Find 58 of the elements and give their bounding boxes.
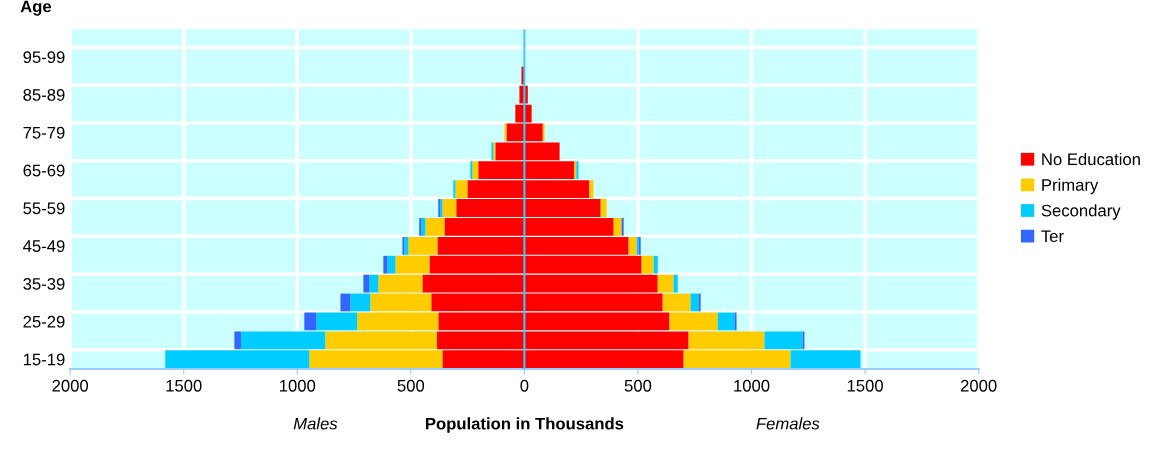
x-tick-label: 2000 [960,379,997,392]
bar [370,293,432,312]
y-tick-label: 95-99 [23,51,65,64]
x-tick-label: 1000 [280,379,316,392]
y-tick-label: 75-79 [23,126,65,139]
bar [369,274,379,293]
bar [431,293,525,312]
bar [363,274,370,293]
x-tick-label: 2000 [52,379,89,392]
bar [621,218,624,236]
bar [304,312,317,331]
text: Males [293,417,338,430]
y-tick-label: 85-89 [23,89,65,101]
x-axis-title: Population in Thousands [425,417,624,433]
bar [340,293,351,312]
bar [504,123,507,142]
x-tick-label: 0 [520,379,529,392]
y-tick-label: 45-49 [23,240,65,252]
bar [613,218,622,236]
bar [453,180,456,198]
x-tick-label: 500 [624,379,652,392]
y-tick-label: 35-39 [23,277,65,290]
bar [641,255,654,274]
y-axis-title: Age [20,0,52,16]
bar [690,293,699,312]
legend-label: No Education [1042,152,1140,166]
bar [662,293,691,312]
bar [387,255,396,274]
bar [419,218,422,236]
legend-label: Secondary [1041,204,1121,220]
bar [470,161,473,180]
bar [234,331,241,350]
text: Females [756,417,820,430]
x-tick-label: 500 [397,379,425,392]
x-tick-label: 1500 [166,379,202,392]
bar [472,161,479,180]
bar [673,274,678,293]
legend-label: Primary [1042,178,1099,195]
bar [698,293,701,312]
bar [657,274,674,293]
bar [350,293,371,312]
y-tick-label: 65-69 [23,164,65,177]
bar [717,312,735,331]
bar [524,293,663,312]
bar [589,180,594,198]
y-tick-label: 55-59 [23,202,65,215]
x-tick-label: 1000 [734,379,770,392]
legend-label: Ter [1041,230,1064,243]
y-tick-label: 15-19 [23,353,65,366]
bar [383,255,388,274]
x-tick-label: 1500 [847,379,883,392]
bar [628,236,637,255]
bar [421,218,426,236]
bar [653,255,658,274]
bar [600,199,607,217]
y-tick-label: 25-29 [23,315,65,328]
bar [404,236,409,255]
bar [734,312,737,331]
